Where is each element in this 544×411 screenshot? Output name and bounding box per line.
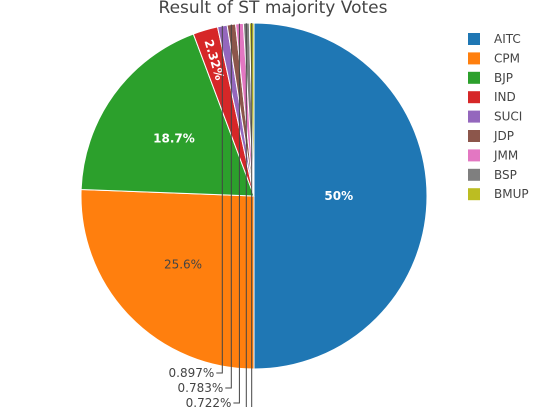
legend-swatch-jdp bbox=[468, 130, 480, 142]
leader-line-suci bbox=[216, 25, 223, 374]
legend-swatch-jmm bbox=[468, 149, 480, 162]
legend-label-aitc: AITC bbox=[494, 32, 521, 46]
legend-item-ind[interactable]: IND bbox=[468, 90, 516, 104]
legend: AITC CPM BJP IND SUCI JDP JMM BSP BMUP bbox=[468, 32, 529, 201]
legend-item-cpm[interactable]: CPM bbox=[468, 51, 520, 65]
pie-slice-aitc[interactable] bbox=[253, 22, 428, 370]
legend-item-bmup[interactable]: BMUP bbox=[468, 187, 529, 201]
pie-slice-bjp[interactable] bbox=[80, 33, 255, 197]
legend-swatch-bsp bbox=[468, 168, 480, 181]
pie-slice-cpm[interactable] bbox=[80, 188, 255, 370]
leader-line-jdp bbox=[225, 24, 232, 389]
legend-label-ind: IND bbox=[494, 90, 516, 104]
legend-item-jmm[interactable]: JMM bbox=[468, 148, 518, 162]
chart-title: Result of ST majority Votes bbox=[159, 0, 388, 18]
legend-swatch-ind bbox=[468, 91, 480, 104]
legend-label-bjp: BJP bbox=[494, 71, 513, 85]
slice-label-jmm: 0.722% bbox=[186, 396, 232, 407]
legend-swatch-cpm bbox=[468, 52, 480, 65]
slice-label-jdp: 0.783% bbox=[178, 381, 224, 395]
legend-item-bsp[interactable]: BSP bbox=[468, 168, 517, 182]
legend-label-cpm: CPM bbox=[494, 51, 520, 65]
slice-label-suci: 0.897% bbox=[169, 366, 215, 380]
slice-label-aitc: 50% bbox=[324, 189, 353, 203]
slice-label-bjp: 18.7% bbox=[153, 131, 195, 145]
legend-item-bjp[interactable]: BJP bbox=[468, 71, 513, 85]
legend-item-aitc[interactable]: AITC bbox=[468, 32, 521, 46]
legend-item-suci[interactable]: SUCI bbox=[468, 110, 522, 124]
legend-label-jdp: JDP bbox=[493, 129, 514, 143]
legend-swatch-bmup bbox=[468, 188, 480, 201]
legend-label-bmup: BMUP bbox=[494, 187, 529, 201]
slice-label-cpm: 25.6% bbox=[164, 257, 202, 271]
legend-label-suci: SUCI bbox=[494, 110, 522, 124]
pie-slices bbox=[80, 22, 428, 370]
legend-label-bsp: BSP bbox=[494, 168, 517, 182]
legend-label-jmm: JMM bbox=[493, 148, 518, 162]
legend-swatch-suci bbox=[468, 110, 480, 123]
legend-swatch-bjp bbox=[468, 71, 480, 84]
legend-swatch-aitc bbox=[468, 33, 480, 45]
leader-line-jmm bbox=[233, 23, 240, 404]
legend-item-jdp[interactable]: JDP bbox=[468, 129, 514, 143]
